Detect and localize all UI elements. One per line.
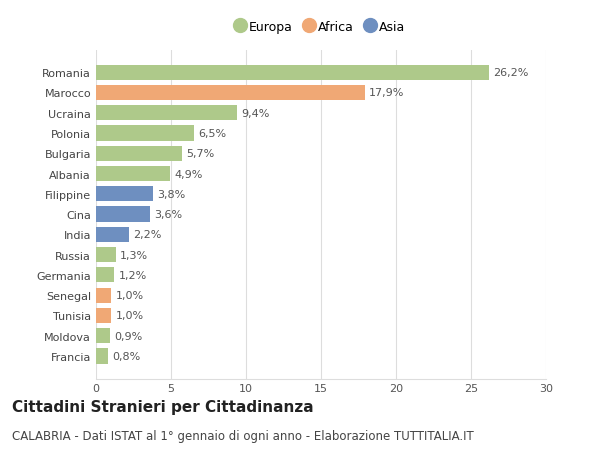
Text: 9,4%: 9,4%	[242, 108, 270, 118]
Text: 1,2%: 1,2%	[119, 270, 147, 280]
Text: 0,8%: 0,8%	[113, 351, 141, 361]
Bar	[96, 328, 110, 343]
Bar	[96, 187, 153, 202]
Text: 1,0%: 1,0%	[115, 311, 143, 321]
Text: CALABRIA - Dati ISTAT al 1° gennaio di ogni anno - Elaborazione TUTTITALIA.IT: CALABRIA - Dati ISTAT al 1° gennaio di o…	[12, 429, 474, 442]
Text: 17,9%: 17,9%	[369, 88, 404, 98]
Text: 2,2%: 2,2%	[133, 230, 162, 240]
Text: 4,9%: 4,9%	[174, 169, 202, 179]
Bar	[96, 106, 237, 121]
Bar	[96, 86, 365, 101]
Bar	[96, 247, 115, 263]
Bar	[96, 146, 182, 162]
Bar	[96, 268, 114, 283]
Text: 26,2%: 26,2%	[493, 68, 529, 78]
Bar	[96, 288, 111, 303]
Text: 1,0%: 1,0%	[115, 291, 143, 301]
Bar	[96, 308, 111, 323]
Bar	[96, 65, 489, 81]
Text: Cittadini Stranieri per Cittadinanza: Cittadini Stranieri per Cittadinanza	[12, 399, 314, 414]
Text: 6,5%: 6,5%	[198, 129, 226, 139]
Bar	[96, 207, 150, 222]
Bar	[96, 167, 170, 182]
Legend: Europa, Africa, Asia: Europa, Africa, Asia	[233, 17, 409, 38]
Text: 0,9%: 0,9%	[114, 331, 142, 341]
Text: 5,7%: 5,7%	[186, 149, 214, 159]
Bar	[96, 227, 129, 242]
Text: 3,6%: 3,6%	[155, 210, 182, 219]
Bar	[96, 126, 193, 141]
Bar	[96, 348, 108, 364]
Text: 3,8%: 3,8%	[157, 190, 186, 199]
Text: 1,3%: 1,3%	[120, 250, 148, 260]
